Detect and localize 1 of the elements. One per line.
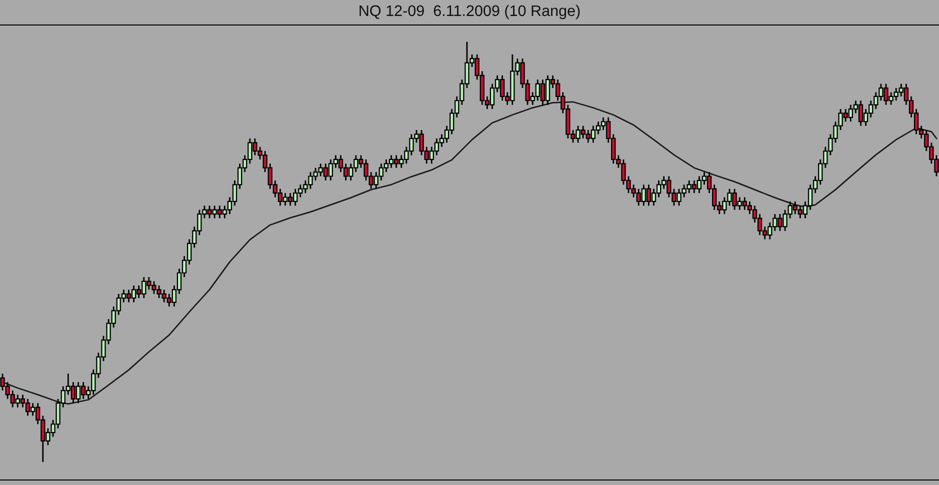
chart-title: NQ 12-09 6.11.2009 (10 Range): [360, 4, 580, 20]
